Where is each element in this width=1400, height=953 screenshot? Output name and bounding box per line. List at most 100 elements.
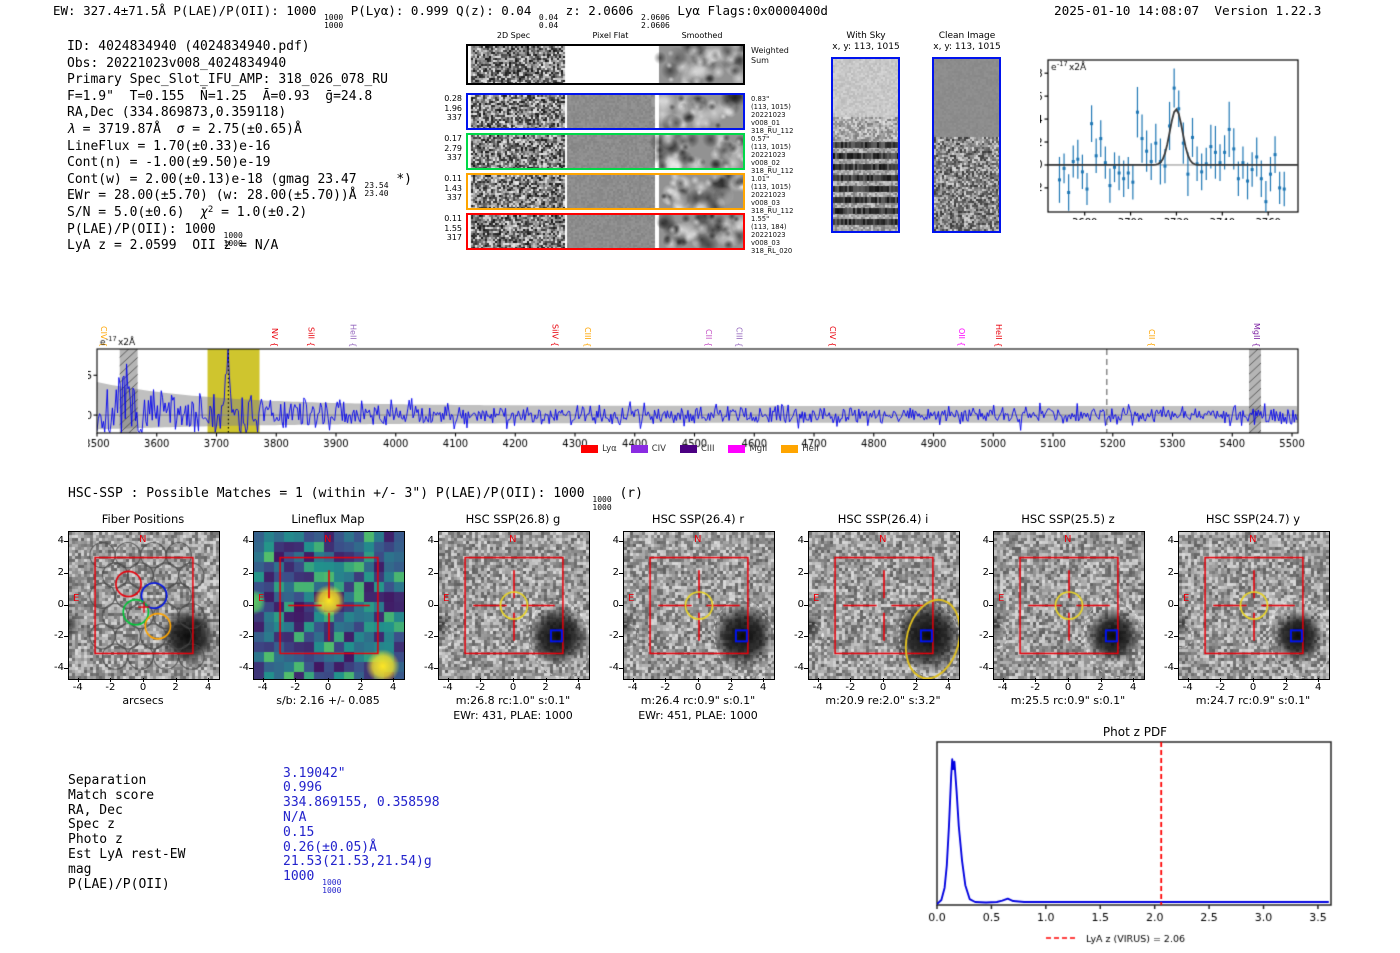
info-line: RA,Dec (334.869873,0.359118)	[67, 105, 287, 121]
x-tick-label: 4	[575, 682, 582, 693]
cutout-frame	[808, 531, 960, 680]
match-row-value: 334.869155, 0.358598	[283, 795, 440, 811]
compass-east-label: E	[73, 592, 80, 604]
info-line-small: 0.57"	[751, 135, 770, 143]
legend-label: CIV	[651, 444, 666, 454]
info-line-small: 20221023	[751, 231, 786, 239]
cutout-frame	[1178, 531, 1330, 680]
cutout-image	[994, 532, 1144, 679]
spec2d-row-weights: 0.28 1.96 337	[434, 94, 462, 123]
legend-swatch	[680, 445, 697, 453]
y-tick-label: 0	[797, 598, 804, 610]
report-datetime: 2025-01-10 14:08:07	[1054, 3, 1200, 18]
y-tick-label: 0	[612, 598, 619, 610]
x-tick-mark	[480, 678, 482, 682]
match-row-label: Est LyA rest-EW	[68, 847, 186, 862]
y-tick-label: 4	[57, 534, 64, 546]
x-tick-mark	[295, 678, 297, 682]
y-tick-label: 2	[612, 566, 619, 578]
info-line-small: 318_RU_112	[751, 207, 794, 215]
y-tick-mark	[989, 636, 993, 638]
x-tick-mark	[883, 678, 884, 682]
x-tick-label: 0	[139, 682, 147, 693]
info-line-small: Weighted	[751, 46, 789, 55]
sky-panel-coords: x, y: 113, 1015	[832, 42, 900, 52]
info-line: Cont(w) = 2.00(±0.13)e-18 (gmag 23.47 23…	[67, 171, 412, 199]
photz-pdf-canvas	[928, 739, 1342, 951]
sky-panel-image	[833, 59, 898, 231]
detection-info-block: ID: 4024834940 (4024834940.pdf) Obs: 2022…	[67, 39, 412, 255]
y-tick-label: 0	[982, 598, 989, 610]
compass-north-label: N	[879, 534, 887, 545]
info-line: λ = 3719.87Å σ = 2.75(±0.65)Å	[67, 121, 302, 137]
legend-label: Lyα	[602, 444, 617, 454]
y-tick-mark	[434, 604, 438, 606]
x-tick-mark	[328, 678, 329, 682]
y-tick-mark	[64, 604, 68, 606]
photz-pdf-title: Phot z PDF	[1102, 725, 1168, 739]
cutout-title: HSC SSP(26.4) i	[837, 512, 929, 526]
x-tick-mark	[262, 678, 264, 682]
y-tick-label: -4	[1164, 662, 1174, 674]
x-tick-mark	[698, 678, 699, 682]
x-tick-mark	[393, 678, 395, 682]
x-tick-mark	[1002, 678, 1004, 682]
cutout-caption: m:24.7 rc:0.9" s:0.1"	[1195, 694, 1311, 707]
legend-swatch	[630, 445, 648, 453]
legend-swatch	[781, 445, 799, 453]
y-tick-mark	[249, 636, 253, 638]
col-header-smoothed: Smoothed	[681, 31, 723, 40]
info-line-small: (113, 1015)	[751, 103, 791, 111]
spec2d-row-weights: 0.11 1.55 317	[434, 214, 462, 243]
y-tick-mark	[619, 572, 623, 574]
y-tick-mark	[1174, 572, 1178, 574]
x-tick-label: 2	[172, 682, 179, 693]
info-line-small: 318_RU_112	[751, 127, 794, 135]
y-tick-label: 0	[242, 598, 249, 610]
full-spectrum-plot-canvas	[88, 298, 1312, 466]
x-tick-label: -4	[257, 682, 268, 693]
info-line-small: 20221023	[751, 191, 786, 199]
stacked-fraction: 1000 1000	[323, 13, 344, 31]
x-tick-mark	[143, 678, 144, 682]
info-line: S/N = 5.0(±0.6) χ2 = 1.0(±0.2)	[67, 204, 308, 220]
y-tick-mark	[249, 668, 253, 670]
compass-east-label: E	[628, 592, 635, 604]
spec2d-row-weights: 0.17 2.79 337	[434, 134, 462, 163]
weight-value: 0.11	[444, 174, 462, 183]
y-tick-mark	[249, 604, 253, 606]
x-tick-label: -2	[105, 682, 116, 693]
sky-panel-frame	[932, 57, 1001, 233]
legend-item: MgII	[728, 444, 767, 454]
cutout-image	[254, 532, 404, 679]
x-tick-label: -4	[997, 682, 1008, 693]
y-tick-label: 2	[797, 566, 804, 578]
col-header-pixel-flat: Pixel Flat	[592, 31, 629, 40]
cutout-caption2: EWr: 431, PLAE: 1000	[453, 709, 573, 722]
match-row-label: Spec z	[68, 817, 115, 833]
y-tick-label: -2	[609, 630, 619, 642]
cutout-title: HSC SSP(26.8) g	[465, 512, 561, 526]
match-row-label: Photo z	[68, 832, 123, 848]
info-line: EWr = 28.00(±5.70) (w: 28.00(±5.70))Å	[67, 188, 357, 204]
y-tick-mark	[804, 636, 808, 638]
x-tick-label: 0	[879, 682, 887, 693]
match-row-value: N/A	[283, 809, 307, 825]
line-fit-plot-canvas	[1040, 48, 1308, 220]
info-line-small: (113, 1015)	[751, 143, 791, 151]
cutout-image	[439, 532, 589, 679]
x-tick-label: 0	[324, 682, 332, 693]
cutout-title: HSC SSP(24.7) y	[1205, 512, 1301, 526]
x-tick-label: 4	[390, 682, 397, 693]
stacked-fraction: 1000 1000	[322, 878, 342, 896]
info-line-small: 318_RL_020	[751, 247, 793, 255]
y-tick-mark	[64, 668, 68, 670]
x-tick-label: 0	[1249, 682, 1257, 693]
spec2d-row-image	[468, 95, 743, 128]
y-tick-label: 4	[612, 534, 619, 546]
info-line-small: v008_03	[751, 199, 781, 207]
x-tick-mark	[817, 678, 819, 682]
cutout-frame	[68, 531, 220, 680]
spec2d-row-image	[468, 135, 743, 168]
